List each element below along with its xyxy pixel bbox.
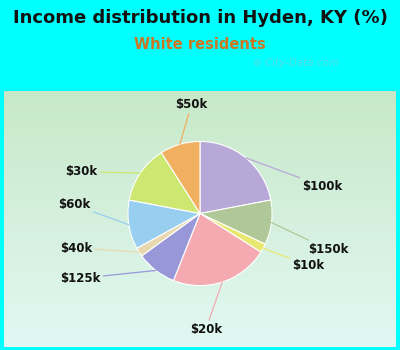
Bar bbox=[4, 278, 396, 283]
Bar bbox=[4, 99, 396, 104]
Bar bbox=[4, 329, 396, 334]
Bar bbox=[4, 313, 396, 317]
Bar bbox=[4, 206, 396, 210]
Text: ⊛ City-Data.com: ⊛ City-Data.com bbox=[253, 58, 339, 68]
Bar bbox=[4, 210, 396, 215]
Bar bbox=[4, 91, 396, 95]
Text: $40k: $40k bbox=[60, 241, 139, 254]
Text: White residents: White residents bbox=[134, 37, 266, 52]
Bar bbox=[4, 257, 396, 261]
Bar bbox=[4, 342, 396, 346]
Bar bbox=[4, 189, 396, 193]
Bar bbox=[4, 317, 396, 321]
Wedge shape bbox=[200, 200, 272, 244]
Wedge shape bbox=[161, 141, 200, 214]
Bar bbox=[4, 159, 396, 163]
Wedge shape bbox=[128, 200, 200, 248]
Bar bbox=[4, 338, 396, 342]
Bar bbox=[4, 146, 396, 150]
Bar bbox=[4, 291, 396, 295]
Bar bbox=[4, 155, 396, 159]
Bar bbox=[4, 308, 396, 313]
Bar bbox=[4, 253, 396, 257]
Bar bbox=[4, 266, 396, 270]
Wedge shape bbox=[137, 214, 200, 256]
Bar bbox=[4, 104, 396, 108]
Bar bbox=[4, 219, 396, 223]
Text: $10k: $10k bbox=[263, 248, 324, 272]
Text: Income distribution in Hyden, KY (%): Income distribution in Hyden, KY (%) bbox=[12, 9, 388, 27]
Bar bbox=[4, 129, 396, 134]
Text: $50k: $50k bbox=[175, 98, 208, 144]
Bar bbox=[4, 142, 396, 146]
Bar bbox=[4, 304, 396, 308]
Bar bbox=[4, 181, 396, 185]
Text: $60k: $60k bbox=[58, 198, 129, 225]
Bar bbox=[4, 232, 396, 236]
Bar bbox=[4, 117, 396, 121]
Bar bbox=[4, 334, 396, 338]
Bar bbox=[4, 168, 396, 172]
Bar bbox=[4, 121, 396, 125]
Bar bbox=[4, 321, 396, 325]
Bar bbox=[4, 108, 396, 112]
Bar bbox=[4, 95, 396, 99]
Bar bbox=[4, 236, 396, 240]
Bar bbox=[4, 176, 396, 181]
Bar bbox=[4, 125, 396, 130]
Wedge shape bbox=[129, 153, 200, 214]
Bar bbox=[4, 325, 396, 329]
Bar bbox=[4, 248, 396, 253]
Bar bbox=[4, 283, 396, 287]
Bar bbox=[4, 112, 396, 117]
Bar bbox=[4, 270, 396, 274]
Bar bbox=[4, 295, 396, 300]
Bar bbox=[4, 193, 396, 197]
Wedge shape bbox=[200, 214, 265, 252]
Bar bbox=[4, 261, 396, 266]
Wedge shape bbox=[174, 214, 261, 286]
Bar bbox=[4, 197, 396, 202]
Bar bbox=[4, 287, 396, 291]
Bar bbox=[4, 215, 396, 219]
Bar bbox=[4, 172, 396, 176]
Bar bbox=[4, 185, 396, 189]
Bar bbox=[4, 274, 396, 278]
Bar bbox=[4, 150, 396, 155]
Wedge shape bbox=[142, 214, 200, 280]
Text: $125k: $125k bbox=[60, 271, 156, 285]
Bar bbox=[0, 0, 400, 91]
Wedge shape bbox=[200, 141, 271, 214]
Bar bbox=[4, 138, 396, 142]
Bar bbox=[4, 202, 396, 206]
Bar bbox=[4, 163, 396, 168]
Text: $150k: $150k bbox=[272, 223, 348, 256]
Bar bbox=[4, 300, 396, 304]
Bar bbox=[4, 227, 396, 232]
Text: $20k: $20k bbox=[190, 282, 222, 336]
Bar bbox=[4, 244, 396, 248]
Bar bbox=[4, 134, 396, 138]
Text: $100k: $100k bbox=[246, 158, 342, 192]
Text: $30k: $30k bbox=[66, 165, 140, 178]
Bar bbox=[4, 240, 396, 244]
Bar bbox=[4, 223, 396, 227]
